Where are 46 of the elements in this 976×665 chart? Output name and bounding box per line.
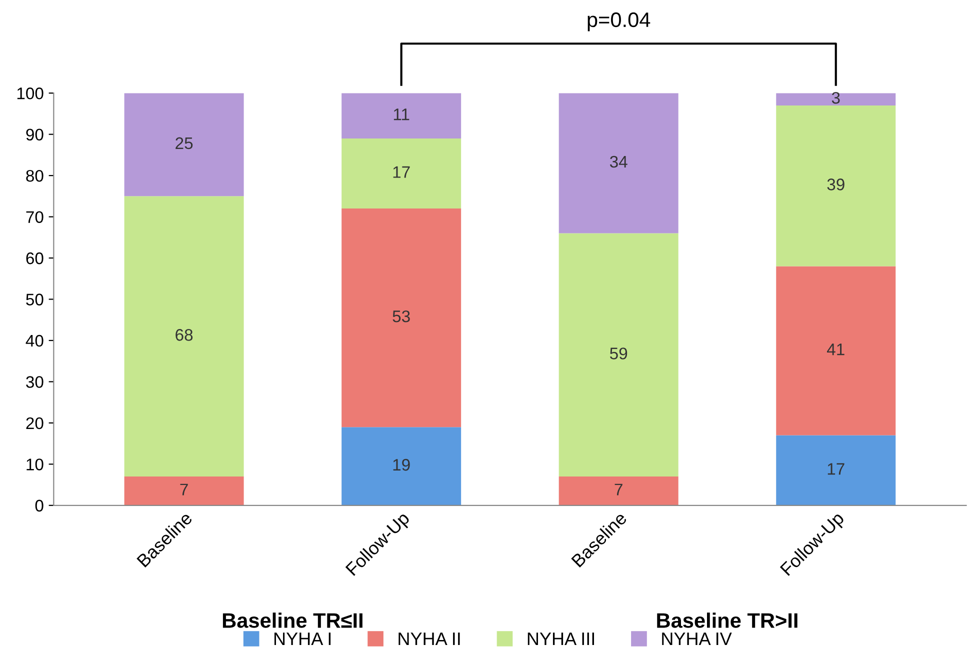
data-label: 59 (610, 348, 628, 360)
y-tick-label: 70 (26, 211, 44, 223)
text: Baseline TR>II (657, 612, 798, 628)
y-tick-label: 20 (26, 417, 44, 430)
bar (776, 266, 896, 436)
bar (558, 93, 678, 234)
y-tick-label: 100 (17, 88, 44, 100)
data-label: 17 (393, 166, 410, 178)
bar (124, 476, 244, 506)
data-label: 11 (394, 108, 410, 120)
data-label: 34 (610, 156, 628, 168)
data-label: 17 (828, 463, 844, 475)
bar (342, 138, 462, 209)
text: p=0.04 (588, 12, 650, 32)
bar (558, 233, 678, 477)
data-label: 41 (826, 344, 844, 356)
bar (776, 93, 896, 106)
bar (342, 93, 462, 138)
y-tick-label: 50 (26, 294, 44, 306)
y-tick-label: 90 (26, 128, 44, 141)
bar (124, 196, 244, 477)
data-label: 3 (832, 92, 840, 104)
data-label: 25 (176, 137, 193, 150)
data-label: 68 (176, 329, 193, 341)
data-label: 7 (180, 484, 188, 496)
bar (776, 105, 896, 266)
text: Baseline TR≤II (222, 612, 362, 628)
y-tick-label: 30 (26, 376, 44, 388)
bar (342, 208, 462, 428)
bar (558, 476, 678, 506)
data-label: 39 (827, 178, 844, 190)
y-tick-label: 0 (35, 500, 44, 512)
y-tick-label: 60 (26, 252, 44, 264)
data-label: 53 (392, 310, 410, 322)
y-tick-label: 10 (26, 458, 44, 470)
y-tick-label: 40 (26, 334, 44, 347)
bar (124, 93, 244, 196)
data-label: 7 (614, 484, 622, 496)
y-tick-label: 80 (26, 170, 44, 182)
legend-label: NYHA III (528, 632, 594, 646)
legend-label: NYHA II (398, 632, 460, 646)
bar (776, 435, 896, 506)
legend-label: NYHA I (274, 632, 331, 646)
bar (342, 427, 462, 506)
legend-label: NYHA IV (662, 632, 732, 646)
data-label: 19 (393, 458, 410, 471)
